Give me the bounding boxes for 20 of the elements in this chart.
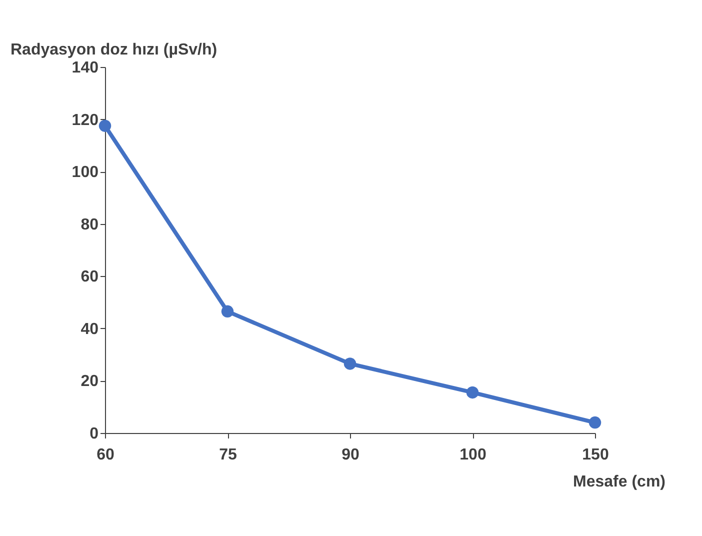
y-tick-label: 80: [80, 216, 99, 234]
y-tick-label: 20: [80, 373, 99, 390]
y-tick-label: 60: [80, 268, 99, 286]
y-tick-label: 40: [80, 320, 99, 338]
point: [344, 358, 356, 370]
y-axis-title: Radyasyon doz hızı (µSv/h): [10, 42, 218, 58]
x-tick-label: 60: [96, 446, 114, 464]
y-tick-label: 140: [72, 60, 99, 76]
point: [98, 120, 112, 132]
x-tick-label: 90: [342, 446, 360, 464]
point: [588, 416, 602, 429]
y-tick-label: 100: [72, 164, 99, 182]
x-tick-label: 150: [582, 446, 609, 464]
point: [466, 386, 479, 399]
y-tick-label: 120: [72, 112, 99, 129]
y-tick-label: 0: [90, 426, 99, 442]
x-tick-label: 75: [219, 446, 237, 464]
x-axis-title: Mesafe (cm): [573, 474, 666, 490]
x-tick-label: 100: [460, 446, 486, 464]
point: [221, 305, 234, 318]
